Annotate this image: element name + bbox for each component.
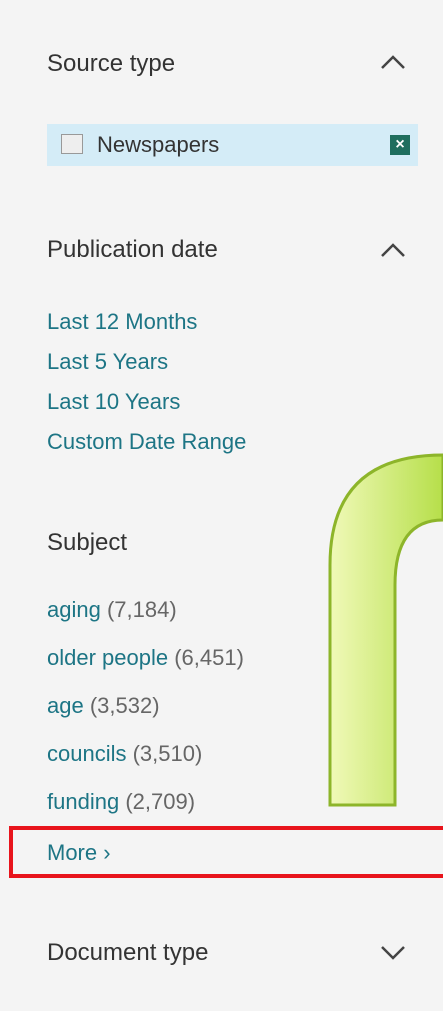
expand-chevron[interactable] [381,946,405,960]
date-link[interactable]: Last 5 Years [47,349,169,374]
subject-name: councils [47,741,127,766]
subject-count: (7,184) [106,597,177,622]
subject-name: funding [47,789,120,814]
chip-label: Newspapers [97,132,220,157]
collapse-chevron[interactable] [381,55,405,69]
annotation-arrow [328,453,443,807]
newspaper-icon [61,134,83,154]
subject-name: older people [47,645,169,670]
subject-count: (3,510) [132,741,203,766]
subject-name: aging [47,597,101,622]
more-link[interactable]: More › [47,840,111,865]
section-heading[interactable]: Document type [47,939,209,966]
subject-link[interactable]: funding (2,709) [47,789,195,815]
date-link[interactable]: Custom Date Range [47,429,247,454]
remove-button[interactable]: × [390,135,410,155]
subject-link[interactable]: age (3,532) [47,693,160,719]
subject-count: (6,451) [174,645,244,670]
section-heading[interactable]: Source type [47,50,176,77]
highlight-box [9,826,443,878]
subject-link[interactable]: councils (3,510) [47,741,202,767]
section-heading[interactable]: Publication date [47,236,218,263]
date-link[interactable]: Last 10 Years [47,389,181,414]
collapse-chevron[interactable] [381,243,405,257]
subject-link[interactable]: older people (6,451) [47,645,244,671]
subject-name: age [47,693,84,718]
filter-chip[interactable]: Newspapers × [47,124,418,166]
subject-link[interactable]: aging (7,184) [47,597,177,623]
subject-count: (2,709) [125,789,196,814]
date-link[interactable]: Last 12 Months [47,309,198,334]
section-heading[interactable]: Subject [47,529,128,556]
subject-count: (3,532) [89,693,160,718]
